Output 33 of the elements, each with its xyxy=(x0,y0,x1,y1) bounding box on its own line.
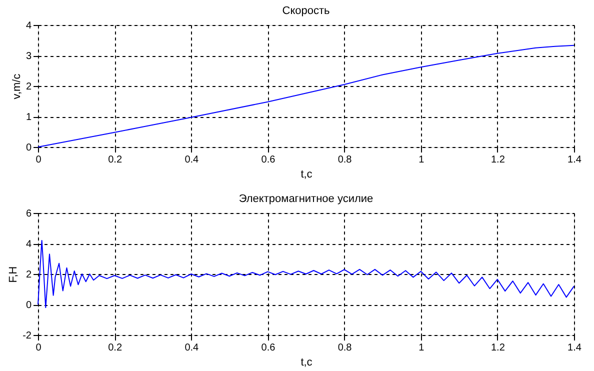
y-tick-label: -2 xyxy=(22,330,32,342)
y-tick-label: 4 xyxy=(26,20,32,32)
x-tick-label: 0.6 xyxy=(261,154,276,166)
x-tick-label: 0.4 xyxy=(184,154,200,166)
x-tick-label: 1 xyxy=(418,154,425,166)
y-tick-label: 0 xyxy=(26,300,32,311)
x-tick-label: 1.2 xyxy=(490,154,506,166)
x-tick-label: 1.2 xyxy=(490,342,506,354)
x-axis-title: t,c xyxy=(300,356,313,368)
x-tick-label: 0 xyxy=(36,154,42,166)
y-tick-label: 3 xyxy=(26,51,32,62)
x-tick-label: 1.4 xyxy=(568,154,582,166)
x-tick-label: 0.8 xyxy=(338,342,352,354)
chart-title: Скорость xyxy=(282,5,330,17)
x-tick-label: 0.4 xyxy=(184,342,200,354)
x-tick-label: 1.4 xyxy=(568,342,582,354)
y-tick-label: 0 xyxy=(26,142,32,154)
x-tick-label: 0.2 xyxy=(108,342,122,354)
x-tick-label: 1 xyxy=(418,342,425,354)
y-tick-label: 1 xyxy=(26,112,32,123)
x-axis-title: t,c xyxy=(300,168,313,180)
y-axis-title: v,m/c xyxy=(10,73,23,100)
x-tick-label: 0.2 xyxy=(108,154,122,166)
y-tick-label: 2 xyxy=(26,82,32,92)
y-tick-label: 2 xyxy=(26,270,32,280)
line-series xyxy=(38,240,574,308)
chart-title: Электромагнитное усилие xyxy=(238,193,374,205)
y-tick-label: 4 xyxy=(26,239,32,250)
y-axis-title: F,H xyxy=(8,266,20,283)
x-tick-label: 0.8 xyxy=(338,154,352,166)
y-tick-label: 6 xyxy=(26,208,32,220)
x-tick-label: 0.6 xyxy=(261,342,276,354)
x-tick-label: 0 xyxy=(36,342,42,354)
